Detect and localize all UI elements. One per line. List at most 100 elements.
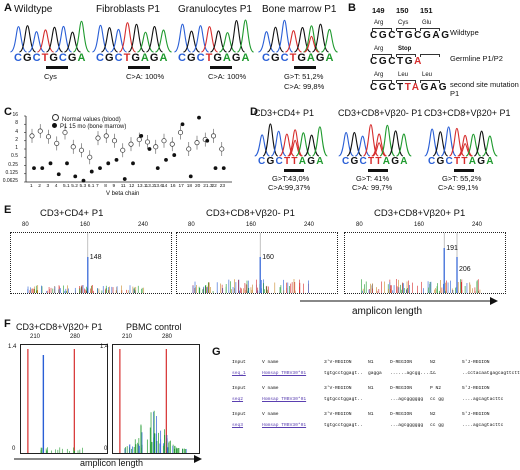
normal-point xyxy=(95,135,101,141)
codon-bracket xyxy=(420,28,440,31)
panel-label-b: B xyxy=(348,2,356,14)
codon-bracket xyxy=(420,80,440,83)
panel-f-title: PBMC control xyxy=(126,322,182,332)
trace-peak xyxy=(275,19,294,53)
cell-text: tgtgcctggagt.. xyxy=(324,371,363,376)
panel-g-cell[interactable]: Homsap TRBV30*01 xyxy=(262,397,306,402)
patient-point xyxy=(164,158,168,162)
panel-d-title: CD3+CD4+ P1 xyxy=(254,108,315,118)
normal-point xyxy=(161,138,167,144)
base-letter: G xyxy=(378,56,389,67)
legend-item-patient: P1 15 mo (bone marrow) xyxy=(52,123,126,130)
base-letter: T xyxy=(454,156,461,167)
trace-peak-overlay xyxy=(372,142,386,157)
panel-d-title: CD3+CD8+Vβ20+ P1 xyxy=(424,108,511,118)
y-tick-label: 0.0625 xyxy=(2,178,18,184)
sequence-link[interactable]: seq2 xyxy=(232,397,244,402)
panel-g-cell: Input xyxy=(232,360,246,365)
cell-text: V name xyxy=(262,360,279,365)
panel-f-ybottom: 0 xyxy=(104,446,108,452)
base-letter: A xyxy=(429,82,439,93)
x-tick-label: 17 xyxy=(178,184,184,189)
panel-g-cell: Input xyxy=(232,386,246,391)
trace-peak xyxy=(473,130,490,157)
cell-text: ....agcagtacttc xyxy=(462,397,504,402)
x-tick-label: 13.6 xyxy=(153,184,164,189)
normal-point xyxy=(169,141,175,147)
patient-point xyxy=(114,158,119,162)
sequence-link[interactable]: Homsap TRBV30*01 xyxy=(262,423,307,428)
base-letter: T xyxy=(397,30,405,41)
panel-e-tick: 240 xyxy=(304,222,315,228)
cell-text: N2 xyxy=(430,412,436,417)
panel-e-title: CD3+CD4+ P1 xyxy=(40,208,104,219)
panel-e-tick: 80 xyxy=(188,222,195,228)
y-tick-label: 0.125 xyxy=(5,169,18,176)
base-letter: G xyxy=(186,52,197,64)
panel-d-chromatogram xyxy=(254,123,328,157)
base-letter: G xyxy=(350,156,359,167)
trace-peak xyxy=(236,19,255,53)
panel-g-cell: V name xyxy=(262,386,279,391)
base-letter: C xyxy=(96,52,105,64)
trace-peak xyxy=(64,31,81,53)
panel-a-caption: C>A: 100% xyxy=(126,72,165,81)
base-letter: T xyxy=(368,156,375,167)
base-letter: C xyxy=(388,56,398,67)
patient-point xyxy=(40,166,45,171)
normal-point xyxy=(219,146,225,152)
cell-text: gagga xyxy=(368,371,382,376)
normal-point xyxy=(177,129,184,136)
trace-peak xyxy=(155,29,172,53)
panel-label-e: E xyxy=(4,204,12,216)
cell-text: tgtgcctggagt.. xyxy=(324,397,363,402)
base-letter: C xyxy=(262,52,271,64)
normal-point xyxy=(194,140,200,146)
panel-g-cell: cc gg xyxy=(430,397,444,402)
patient-point xyxy=(197,115,201,120)
panel-a-title: Bone marrow P1 xyxy=(262,4,337,15)
panel-g-cell[interactable]: seq_1 xyxy=(232,371,246,376)
codon-number: 151 xyxy=(420,6,433,15)
panel-g-cell[interactable]: seq2 xyxy=(232,397,243,402)
panel-d-codon-bar xyxy=(284,169,304,172)
panel-g-cell: tgtgcctggagt.. xyxy=(324,423,363,428)
base-letter: C xyxy=(370,30,379,41)
panel-d-chromatogram xyxy=(338,124,412,157)
panel-g-cell: 3'V-REGION xyxy=(324,386,352,391)
panel-e-trace xyxy=(27,233,145,293)
panel-g-cell: N2 xyxy=(430,412,436,417)
normal-point xyxy=(54,140,60,146)
sequence-link[interactable]: Homsap TRBV30*01 xyxy=(262,397,307,402)
base-letter: T xyxy=(205,52,213,64)
codon-bracket xyxy=(396,80,416,83)
patient-point xyxy=(73,174,78,179)
panel-e-title: CD3+CD8+Vβ20+ P1 xyxy=(374,208,466,219)
trace-peak xyxy=(321,28,338,53)
base-letter: T xyxy=(123,52,131,64)
base-letter: A xyxy=(241,52,250,64)
trace-peak xyxy=(396,133,412,157)
codon-number: 149 xyxy=(372,6,385,15)
normal-point xyxy=(153,144,159,150)
trace-peak xyxy=(311,126,328,157)
sequence-link[interactable]: Homsap TRBV30*01 xyxy=(262,371,307,376)
panel-a-title: Wildtype xyxy=(14,4,53,15)
panel-g-cell: tgtgcctggagt.. xyxy=(324,371,363,376)
panel-g-cell[interactable]: seq3 xyxy=(232,423,243,428)
x-tick-label: 2 xyxy=(38,184,41,189)
x-tick-label: 22 xyxy=(211,184,217,189)
y-tick-label: 0.5 xyxy=(11,153,18,160)
cell-text: 3'V-REGION xyxy=(324,412,352,417)
codon-bracket xyxy=(396,54,416,57)
panel-e-tick: 240 xyxy=(472,222,483,228)
legend-text: P1 15 mo (bone marrow) xyxy=(60,124,127,130)
panel-g-cell[interactable]: Homsap TRBV30*01 xyxy=(262,423,306,428)
base-letter: A xyxy=(325,52,334,64)
sequence-link[interactable]: seq3 xyxy=(232,423,244,428)
panel-g-cell[interactable]: Homsap TRBV30*01 xyxy=(262,371,306,376)
normal-point xyxy=(87,154,93,160)
sequence-link[interactable]: seq_1 xyxy=(232,371,246,376)
